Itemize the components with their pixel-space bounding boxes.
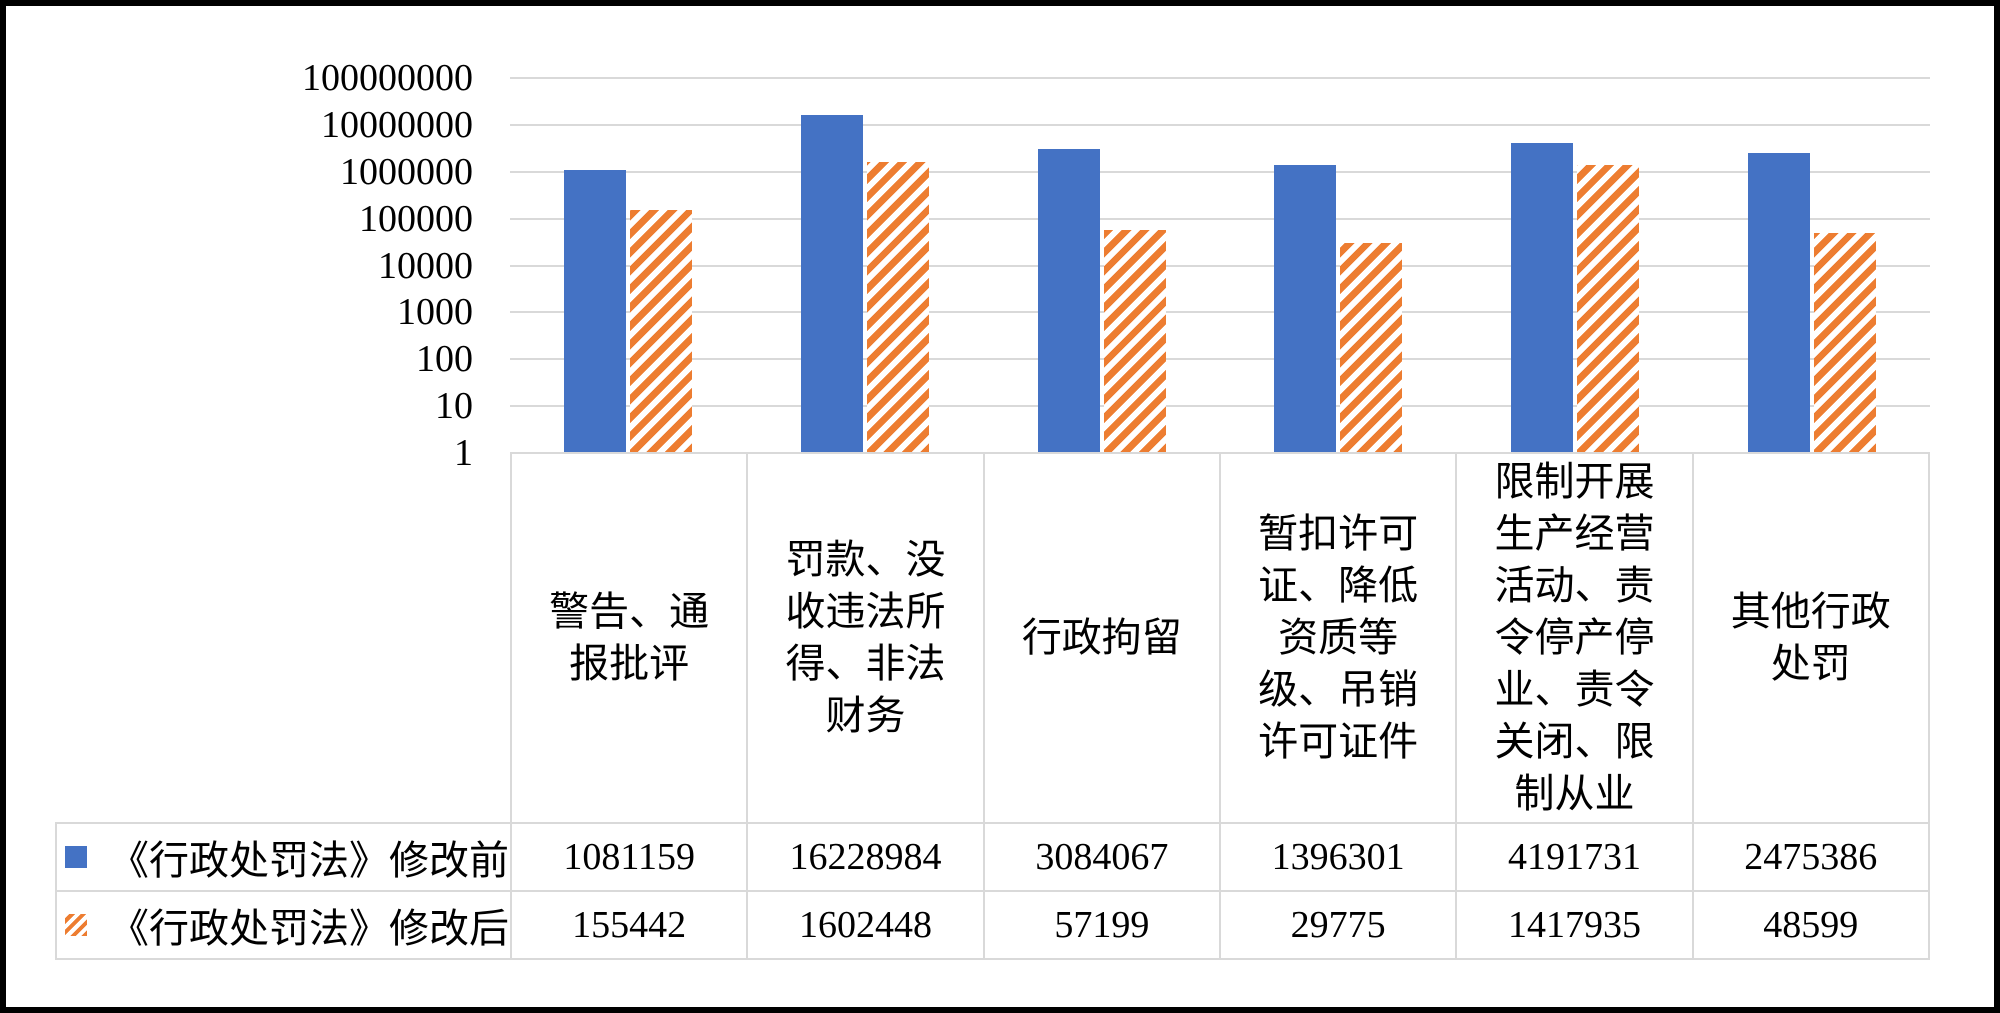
y-axis-tick-labels: 100000000 10000000 1000000 100000 10000 1000 1… bbox=[6, 6, 1994, 1007]
y-axis-tick-label: 1 bbox=[454, 432, 473, 474]
bar-series2-cat6 bbox=[1813, 233, 1876, 453]
y-axis-tick-label: 10000 bbox=[378, 244, 473, 287]
category-header-cell: 其他行政 处罚 bbox=[1691, 454, 1928, 822]
legend-row-series2: 《行政处罚法》修改后 155442 1602448 57199 29775 1417935… bbox=[55, 890, 1930, 960]
category-header-cell: 暂扣许可 证、降低 资质等 级、吊销 许可证件 bbox=[1218, 454, 1455, 822]
table-value-cell: 4191731 bbox=[1455, 824, 1691, 890]
legend-label-cell: 《行政处罚法》修改后 bbox=[57, 892, 510, 958]
table-value-cell: 57199 bbox=[982, 892, 1219, 958]
table-value-cell: 29775 bbox=[1218, 892, 1455, 958]
legend-series-name: 《行政处罚法》修改前 bbox=[109, 838, 509, 883]
gridline bbox=[510, 264, 1930, 267]
bar-series1-cat6 bbox=[1747, 153, 1810, 453]
gridline bbox=[510, 405, 1930, 408]
table-value-cell: 48599 bbox=[1691, 892, 1928, 958]
bar-series2-cat3 bbox=[1103, 229, 1166, 453]
bar-series1-cat2 bbox=[801, 115, 863, 453]
y-axis-tick-label: 1000 bbox=[397, 291, 473, 334]
category-header-cell: 罚款、没 收违法所 得、非法 财务 bbox=[746, 454, 982, 822]
bar-series2-cat1 bbox=[630, 209, 693, 453]
bar-series2-cat2 bbox=[867, 162, 929, 453]
category-header-row: 警告、通 报批评 罚款、没 收违法所 得、非法 财务 行政拘留 暂扣许可 证、降低 资… bbox=[510, 452, 1930, 824]
legend-key-hatch-icon bbox=[65, 914, 87, 936]
y-axis-tick-label: 10000000 bbox=[321, 103, 473, 146]
bar-series2-cat5 bbox=[1577, 164, 1639, 453]
legend-label-cell: 《行政处罚法》修改前 bbox=[57, 824, 510, 890]
bar-series1-cat3 bbox=[1037, 148, 1100, 453]
y-axis-tick-label: 100000000 bbox=[302, 57, 473, 99]
table-value-cell: 2475386 bbox=[1691, 824, 1928, 890]
y-axis-tick-label: 100 bbox=[416, 338, 473, 381]
table-value-cell: 1396301 bbox=[1218, 824, 1455, 890]
bar-series1-cat4 bbox=[1274, 164, 1337, 453]
y-axis-tick-label: 1000000 bbox=[340, 150, 473, 193]
y-axis-tick-label: 100000 bbox=[359, 197, 473, 240]
category-header-cell: 行政拘留 bbox=[982, 454, 1219, 822]
legend-key-solid-icon bbox=[65, 846, 87, 868]
gridline bbox=[510, 217, 1930, 220]
legend-row-series1: 《行政处罚法》修改前 1081159 16228984 3084067 1396301 4… bbox=[55, 822, 1930, 892]
y-axis-tick-label: 10 bbox=[435, 385, 473, 428]
table-value-cell: 1081159 bbox=[510, 824, 746, 890]
data-table-legend-rows: 《行政处罚法》修改前 1081159 16228984 3084067 1396301 4… bbox=[6, 6, 1994, 1007]
table-value-cell: 16228984 bbox=[746, 824, 982, 890]
table-value-cell: 1602448 bbox=[746, 892, 982, 958]
table-value-cell: 155442 bbox=[510, 892, 746, 958]
table-value-cell: 3084067 bbox=[982, 824, 1219, 890]
bar-series2-cat4 bbox=[1340, 243, 1403, 453]
category-header-cell: 警告、通 报批评 bbox=[549, 589, 710, 686]
bar-series1-cat5 bbox=[1511, 142, 1573, 453]
gridline bbox=[510, 311, 1930, 314]
bar-series1-cat1 bbox=[564, 170, 627, 453]
gridline bbox=[510, 170, 1930, 173]
gridline bbox=[510, 358, 1930, 361]
gridline bbox=[510, 77, 1930, 79]
table-value-cell: 1417935 bbox=[1455, 892, 1691, 958]
gridline bbox=[510, 123, 1930, 126]
category-header-cell: 限制开展 生产经营 活动、责 令停产停 业、责令 关闭、限 制从业 bbox=[1455, 454, 1691, 822]
bars-layer bbox=[6, 6, 1994, 1007]
legend-series-name: 《行政处罚法》修改后 bbox=[109, 906, 509, 951]
